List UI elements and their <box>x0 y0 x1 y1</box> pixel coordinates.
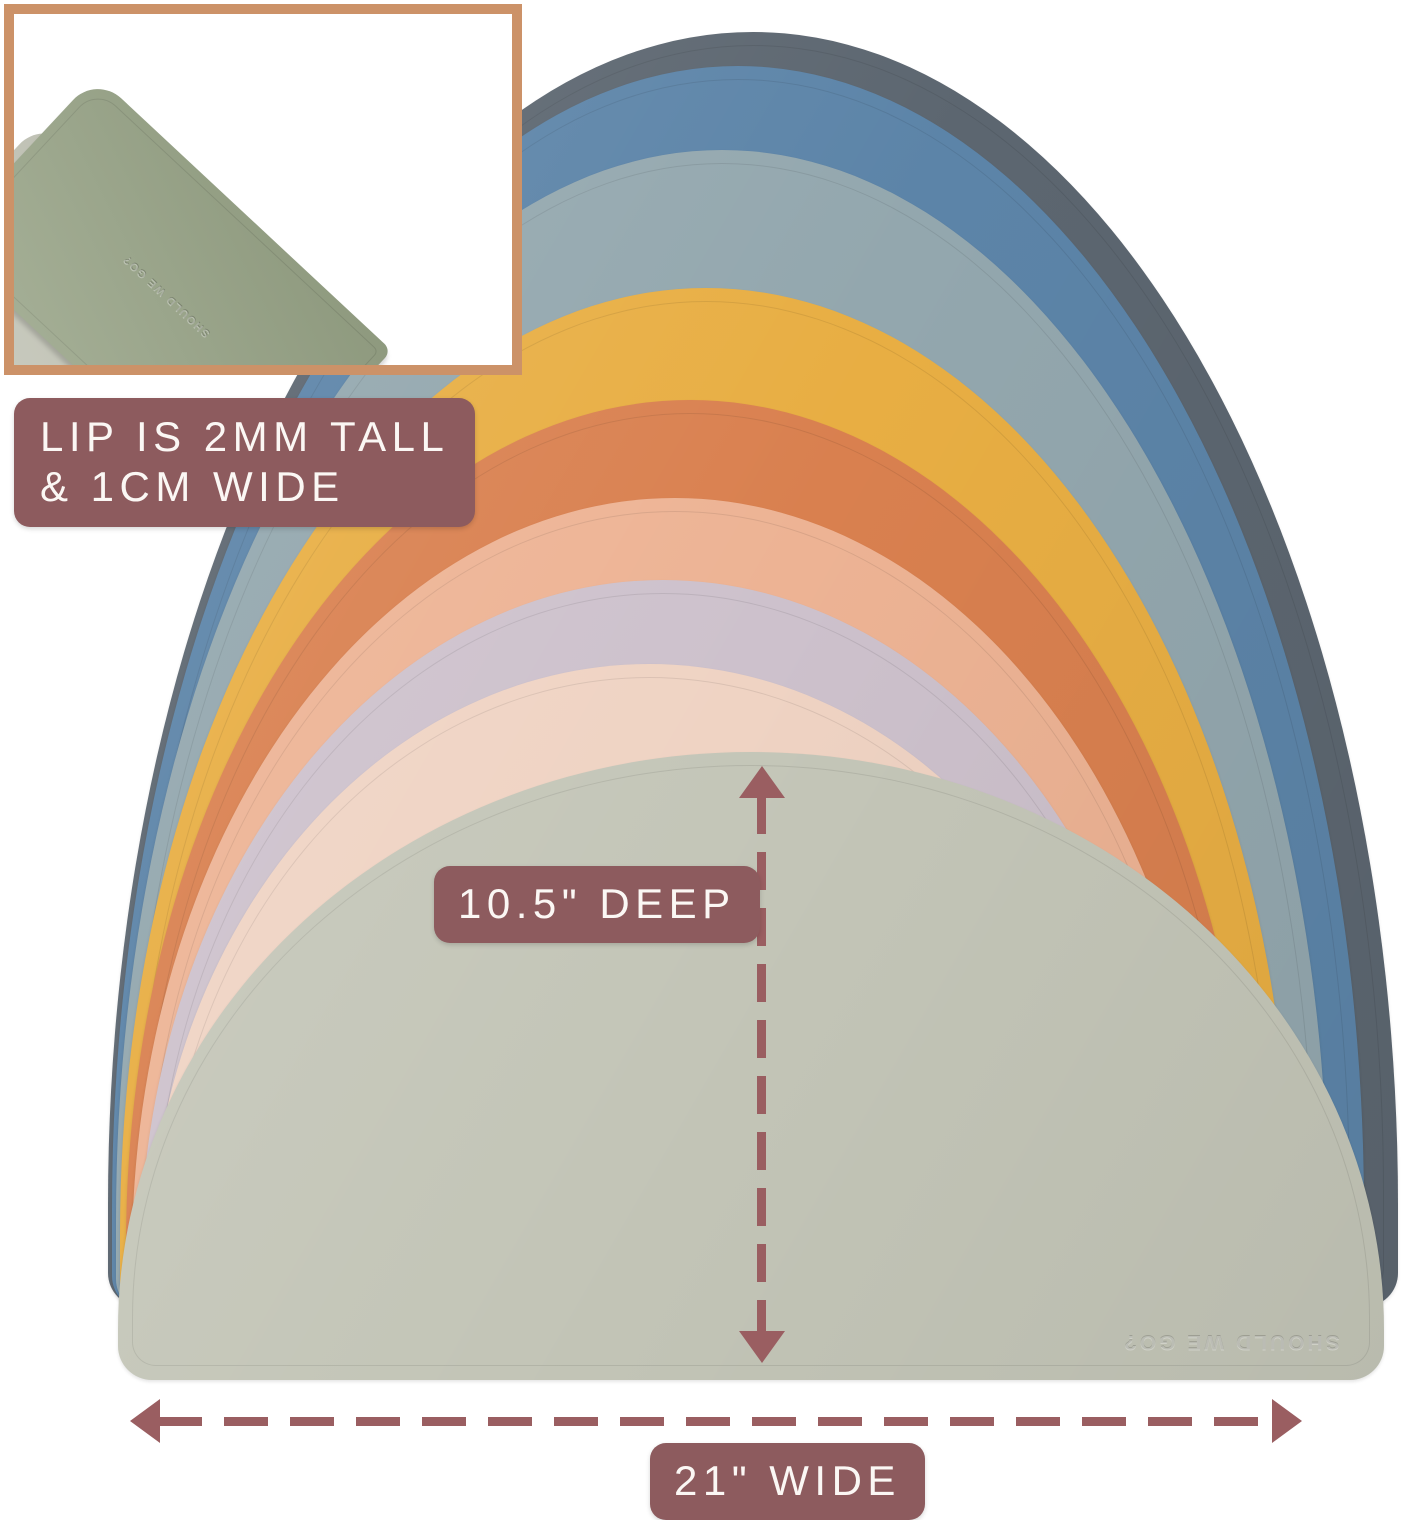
lip-detail-inset-photo: SHOULD WE GO? SHOULD WE GO? SHOULD WE GO… <box>4 4 522 375</box>
width-label-badge: 21" WIDE <box>650 1443 925 1520</box>
depth-label-badge: 10.5" DEEP <box>434 866 760 944</box>
inset-plate-sage-green: SHOULD WE GO? <box>14 75 392 365</box>
lip-label-line1: LIP IS 2MM TALL <box>40 413 450 460</box>
depth-arrowhead-bottom <box>739 1331 785 1363</box>
width-arrowhead-right <box>1272 1399 1302 1443</box>
inset-canvas: SHOULD WE GO? SHOULD WE GO? SHOULD WE GO… <box>14 14 512 365</box>
lip-label-badge: LIP IS 2MM TALL & 1CM WIDE <box>14 398 476 528</box>
inset-brand-emboss: SHOULD WE GO? <box>4 369 64 375</box>
depth-arrowhead-top <box>739 766 785 798</box>
width-dashed-line <box>158 1417 1276 1426</box>
brand-emboss-text: SHOULD WE GO? <box>1121 1331 1340 1354</box>
depth-dashed-line <box>757 796 766 1338</box>
width-arrowhead-left <box>130 1399 160 1443</box>
lip-label-line2: & 1CM WIDE <box>40 462 345 510</box>
